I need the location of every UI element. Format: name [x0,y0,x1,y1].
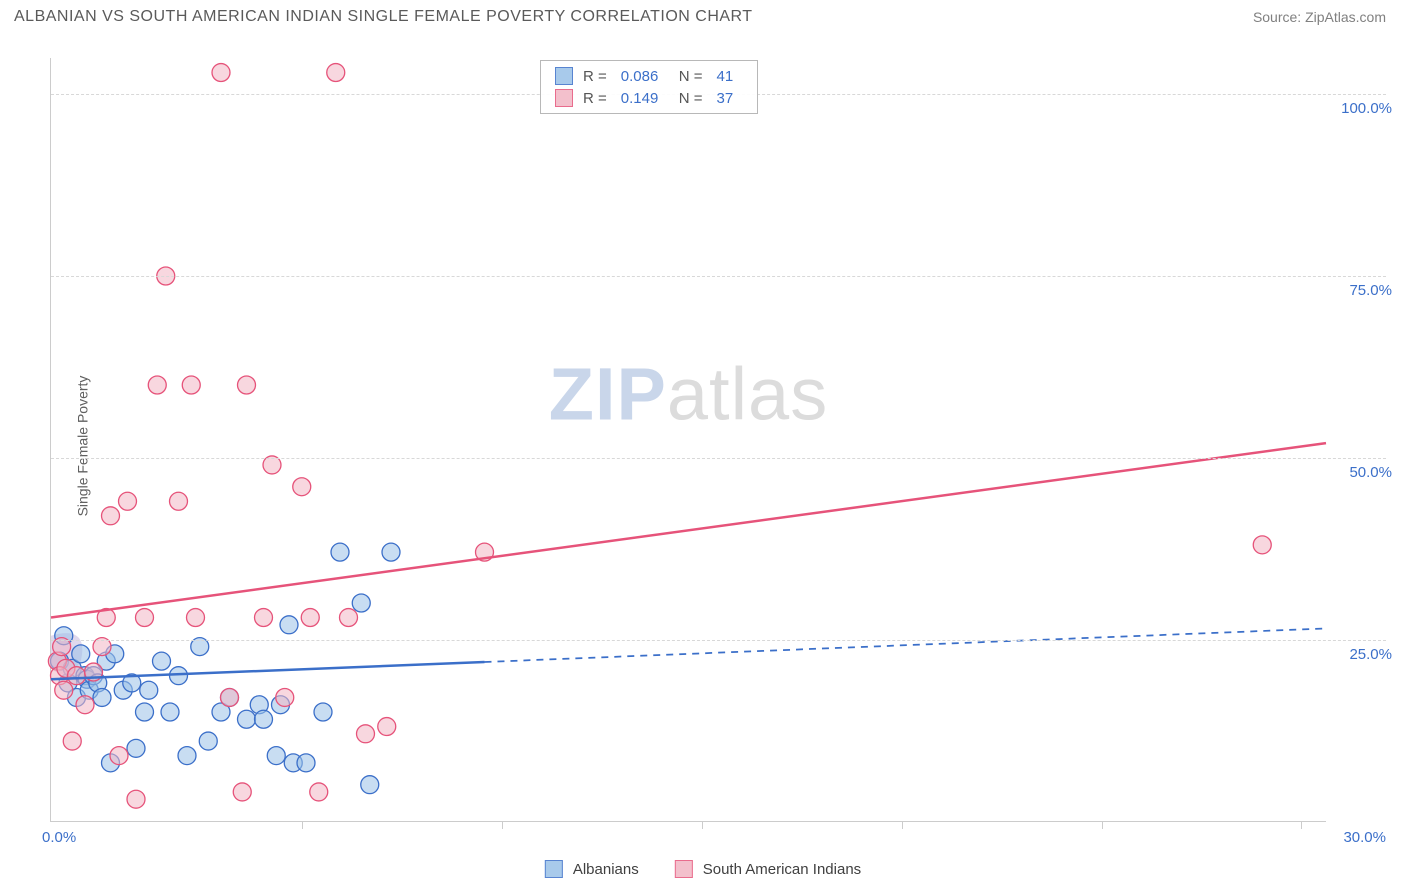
albanians-point [267,747,285,765]
albanians-r-value: 0.086 [621,68,669,85]
x-tick [902,821,903,829]
south_american_indians-point [340,609,358,627]
albanians-point [255,710,273,728]
albanians-swatch [545,860,563,878]
y-tick-label: 25.0% [1349,646,1392,663]
source-attribution: Source: ZipAtlas.com [1253,9,1386,25]
south_american_indians-point [102,507,120,525]
albanians-point [93,688,111,706]
albanians-point [314,703,332,721]
south_american_indians-point [170,492,188,510]
n-label: N = [679,90,703,107]
south_american_indians-point [182,376,200,394]
south_american_indians-point [63,732,81,750]
albanians-point [382,543,400,561]
series-legend: Albanians South American Indians [545,860,861,878]
south_american_indians-point [127,790,145,808]
albanians-point [238,710,256,728]
y-tick-label: 100.0% [1341,100,1392,117]
south_american_indians-point [255,609,273,627]
gridline [51,640,1386,641]
south_american_indians-point [301,609,319,627]
chart-title: ALBANIAN VS SOUTH AMERICAN INDIAN SINGLE… [14,8,753,26]
albanians-point [161,703,179,721]
south_american_indians-point [119,492,137,510]
albanians-point [331,543,349,561]
x-tick [1301,821,1302,829]
gridline [51,276,1386,277]
x-tick [1102,821,1103,829]
south_american_indians-r-value: 0.149 [621,90,669,107]
south_american_indians-point [233,783,251,801]
correlation-legend-row: R = 0.086 N = 41 [541,65,757,87]
albanians-point [178,747,196,765]
x-tick [502,821,503,829]
south_american_indians-point [378,718,396,736]
x-tick [702,821,703,829]
albanians-trendline [51,662,485,679]
albanians-point [297,754,315,772]
south_american_indians-swatch [675,860,693,878]
albanians-trendline-extrapolated [485,628,1327,662]
r-label: R = [583,90,607,107]
south_american_indians-trendline [51,443,1326,617]
gridline [51,458,1386,459]
albanians-point [72,645,90,663]
south_american_indians-point [276,688,294,706]
south_american_indians-point [212,64,230,82]
south_american_indians-point [221,688,239,706]
albanians-swatch [555,67,573,85]
albanians-point [136,703,154,721]
albanians-point [140,681,158,699]
chart-header: ALBANIAN VS SOUTH AMERICAN INDIAN SINGLE… [0,0,1406,26]
x-tick [302,821,303,829]
x-max-label: 30.0% [1343,829,1386,846]
albanians-n-value: 41 [717,68,743,85]
x-min-label: 0.0% [42,829,76,846]
south_american_indians-point [110,747,128,765]
scatter-svg [51,58,1326,821]
albanians-point [127,739,145,757]
south_american_indians-point [238,376,256,394]
albanians-point [352,594,370,612]
albanians-point [280,616,298,634]
south_american_indians-point [327,64,345,82]
n-label: N = [679,68,703,85]
series-legend-item: South American Indians [675,860,861,878]
plot-area: ZIPatlas 25.0%50.0%75.0%100.0% [50,58,1326,822]
y-tick-label: 50.0% [1349,464,1392,481]
correlation-legend: R = 0.086 N = 41 R = 0.149 N = 37 [540,60,758,114]
albanians-point [153,652,171,670]
south_american_indians-point [293,478,311,496]
south_american_indians-point [1253,536,1271,554]
albanians-point [199,732,217,750]
r-label: R = [583,68,607,85]
south_american_indians-point [357,725,375,743]
albanians-point [361,776,379,794]
south_american_indians-point [187,609,205,627]
y-tick-label: 75.0% [1349,282,1392,299]
south_american_indians-label: South American Indians [703,861,861,878]
series-legend-item: Albanians [545,860,639,878]
albanians-label: Albanians [573,861,639,878]
south_american_indians-n-value: 37 [717,90,743,107]
south_american_indians-point [76,696,94,714]
south_american_indians-point [148,376,166,394]
south_american_indians-point [68,667,86,685]
south_american_indians-point [55,681,73,699]
correlation-legend-row: R = 0.149 N = 37 [541,87,757,109]
south_american_indians-point [136,609,154,627]
south_american_indians-point [310,783,328,801]
south_american_indians-swatch [555,89,573,107]
